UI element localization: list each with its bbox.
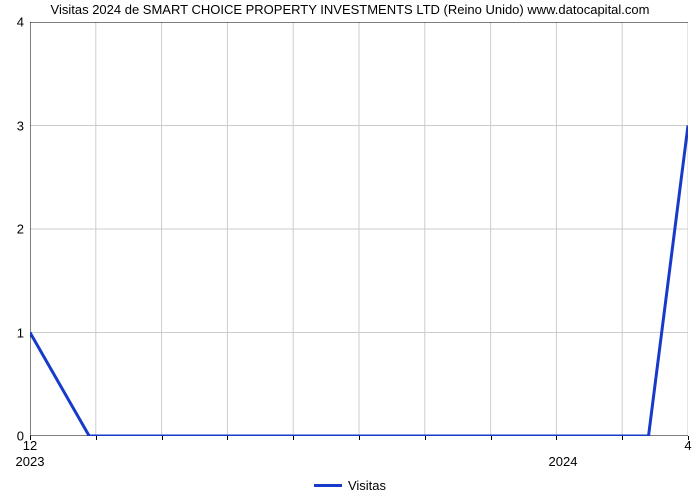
legend-swatch [314, 484, 342, 487]
y-tick-label: 2 [17, 222, 24, 237]
x-minor-tick [359, 436, 360, 440]
plot-area: 0123412420232024 [30, 22, 688, 436]
x-month-label: 12 [23, 438, 37, 453]
x-minor-tick [622, 436, 623, 440]
legend-label: Visitas [348, 478, 386, 493]
y-tick-label: 1 [17, 325, 24, 340]
x-minor-tick [293, 436, 294, 440]
y-tick-label: 3 [17, 118, 24, 133]
x-minor-tick [556, 436, 557, 440]
x-minor-tick [96, 436, 97, 440]
y-tick-label: 4 [17, 15, 24, 30]
chart-svg [30, 22, 688, 436]
x-month-label: 4 [684, 438, 691, 453]
x-minor-tick [227, 436, 228, 440]
x-minor-tick [491, 436, 492, 440]
chart-title: Visitas 2024 de SMART CHOICE PROPERTY IN… [0, 2, 700, 17]
x-year-label: 2024 [549, 454, 578, 469]
x-minor-tick [162, 436, 163, 440]
x-year-label: 2023 [16, 454, 45, 469]
x-minor-tick [425, 436, 426, 440]
legend: Visitas [0, 478, 700, 493]
